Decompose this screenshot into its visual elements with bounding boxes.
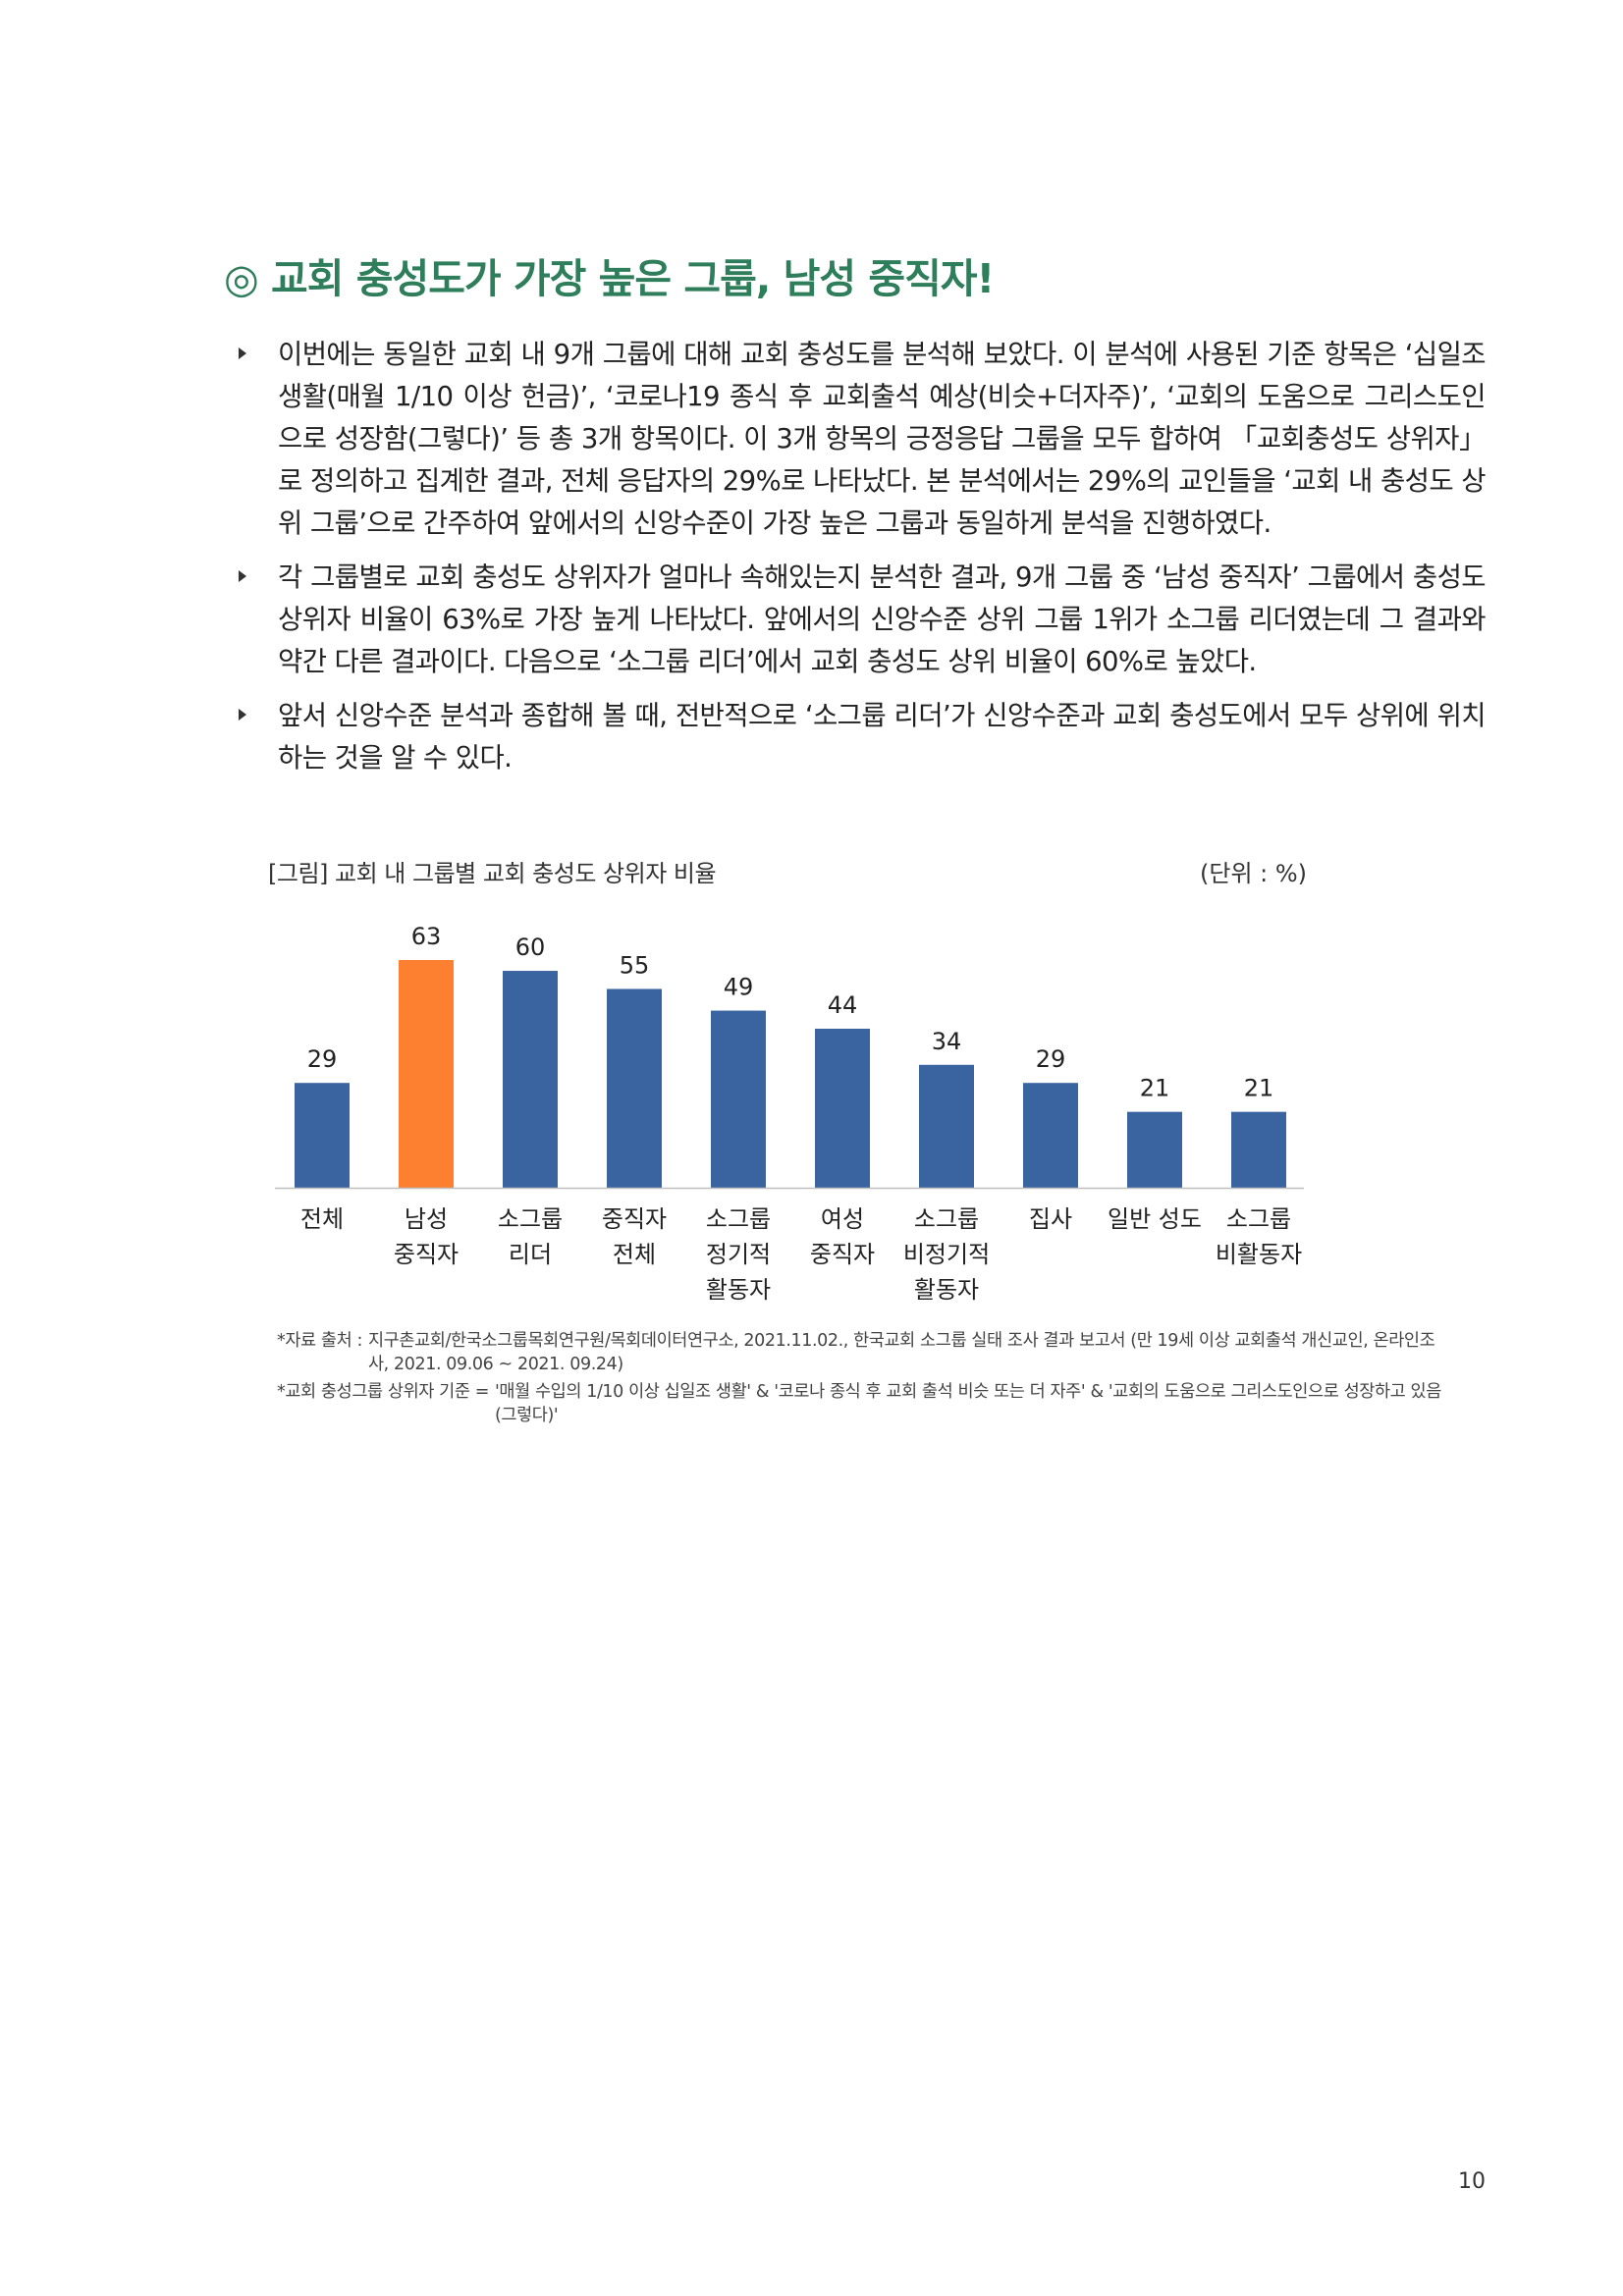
bullet-text: 각 그룹별로 교회 충성도 상위자가 얼마나 속해있는지 분석한 결과, 9개 … [278,561,1487,677]
category-label: 중직자 [394,1241,459,1268]
category-label: 비정기적 [903,1241,990,1268]
triangle-bullet-icon [239,570,246,582]
source-notes: *자료 출처 : 지구촌교회/한국소그룹목회연구원/목회데이터연구소, 2021… [277,1329,1455,1431]
bar [711,1010,766,1188]
category-label: 전체 [300,1205,344,1233]
category-label: 비활동자 [1216,1241,1302,1268]
bar [919,1064,974,1188]
category-label: 중직자 [602,1205,667,1233]
data-label: 60 [515,934,546,961]
bullet-item: 앞서 신앙수준 분석과 종합해 볼 때, 전반적으로 ‘소그룹 리더’가 신앙수… [239,695,1487,779]
note-label: *교회 충성그룹 상위자 기준 = [277,1382,489,1402]
category-label: 전체 [613,1241,656,1268]
category-label: 남성 [405,1205,448,1233]
triangle-bullet-icon [239,347,246,359]
bar [399,960,454,1188]
note-text: '매월 수입의 1/10 이상 십일조 생활' & '코로나 종식 후 교회 출… [494,1382,1441,1425]
bar [1127,1111,1182,1188]
category-label: 여성 [821,1205,864,1233]
category-label: 활동자 [914,1276,979,1304]
bullet-list: 이번에는 동일한 교회 내 9개 그룹에 대해 교회 충성도를 분석해 보았다.… [239,334,1487,791]
category-label: 소그룹 [914,1205,979,1233]
category-label: 일반 성도 [1108,1205,1202,1233]
category-label: 정기적 [706,1241,771,1268]
category-label: 소그룹 [706,1205,771,1233]
data-label: 44 [828,991,858,1019]
chart-caption: [그림] 교회 내 그룹별 교회 충성도 상위자 비율 [268,860,717,887]
data-label: 29 [307,1045,338,1073]
category-label: 소그룹 [498,1205,563,1233]
source-note: *자료 출처 : 지구촌교회/한국소그룹목회연구원/목회데이터연구소, 2021… [277,1329,1455,1376]
data-label: 21 [1140,1075,1170,1102]
category-label: 활동자 [706,1276,771,1304]
bar [1231,1111,1286,1188]
data-label: 34 [932,1028,962,1055]
bar [295,1083,350,1188]
bar [815,1028,870,1188]
category-label: 리더 [509,1241,552,1268]
bullet-text: 앞서 신앙수준 분석과 종합해 볼 때, 전반적으로 ‘소그룹 리더’가 신앙수… [278,700,1487,774]
chart-unit: (단위 : %) [1200,860,1308,887]
bar [607,988,662,1188]
criteria-note: *교회 충성그룹 상위자 기준 = '매월 수입의 1/10 이상 십일조 생활… [277,1380,1455,1427]
bar [1023,1083,1078,1188]
bullet-item: 이번에는 동일한 교회 내 9개 그룹에 대해 교회 충성도를 분석해 보았다.… [239,334,1487,545]
data-label: 63 [411,923,442,950]
note-label: *자료 출처 : [277,1331,362,1351]
data-label: 49 [724,974,754,1001]
triangle-bullet-icon [239,709,246,721]
data-label: 29 [1036,1045,1066,1073]
bullet-text: 이번에는 동일한 교회 내 9개 그룹에 대해 교회 충성도를 분석해 보았다.… [278,339,1487,539]
bullet-item: 각 그룹별로 교회 충성도 상위자가 얼마나 속해있는지 분석한 결과, 9개 … [239,557,1487,683]
category-label: 중직자 [810,1241,875,1268]
data-label: 55 [620,951,650,979]
bar [503,971,558,1188]
page-number: 10 [1458,2169,1486,2194]
page-title: ◎ 교회 충성도가 가장 높은 그룹, 남성 중직자! [224,255,995,302]
note-text: 지구촌교회/한국소그룹목회연구원/목회데이터연구소, 2021.11.02., … [367,1331,1435,1374]
bar-chart: 29전체63남성중직자60소그룹리더55중직자전체49소그룹정기적활동자44여성… [275,923,1304,1304]
data-label: 21 [1244,1075,1274,1102]
category-label: 소그룹 [1226,1205,1291,1233]
category-label: 집사 [1029,1205,1072,1233]
